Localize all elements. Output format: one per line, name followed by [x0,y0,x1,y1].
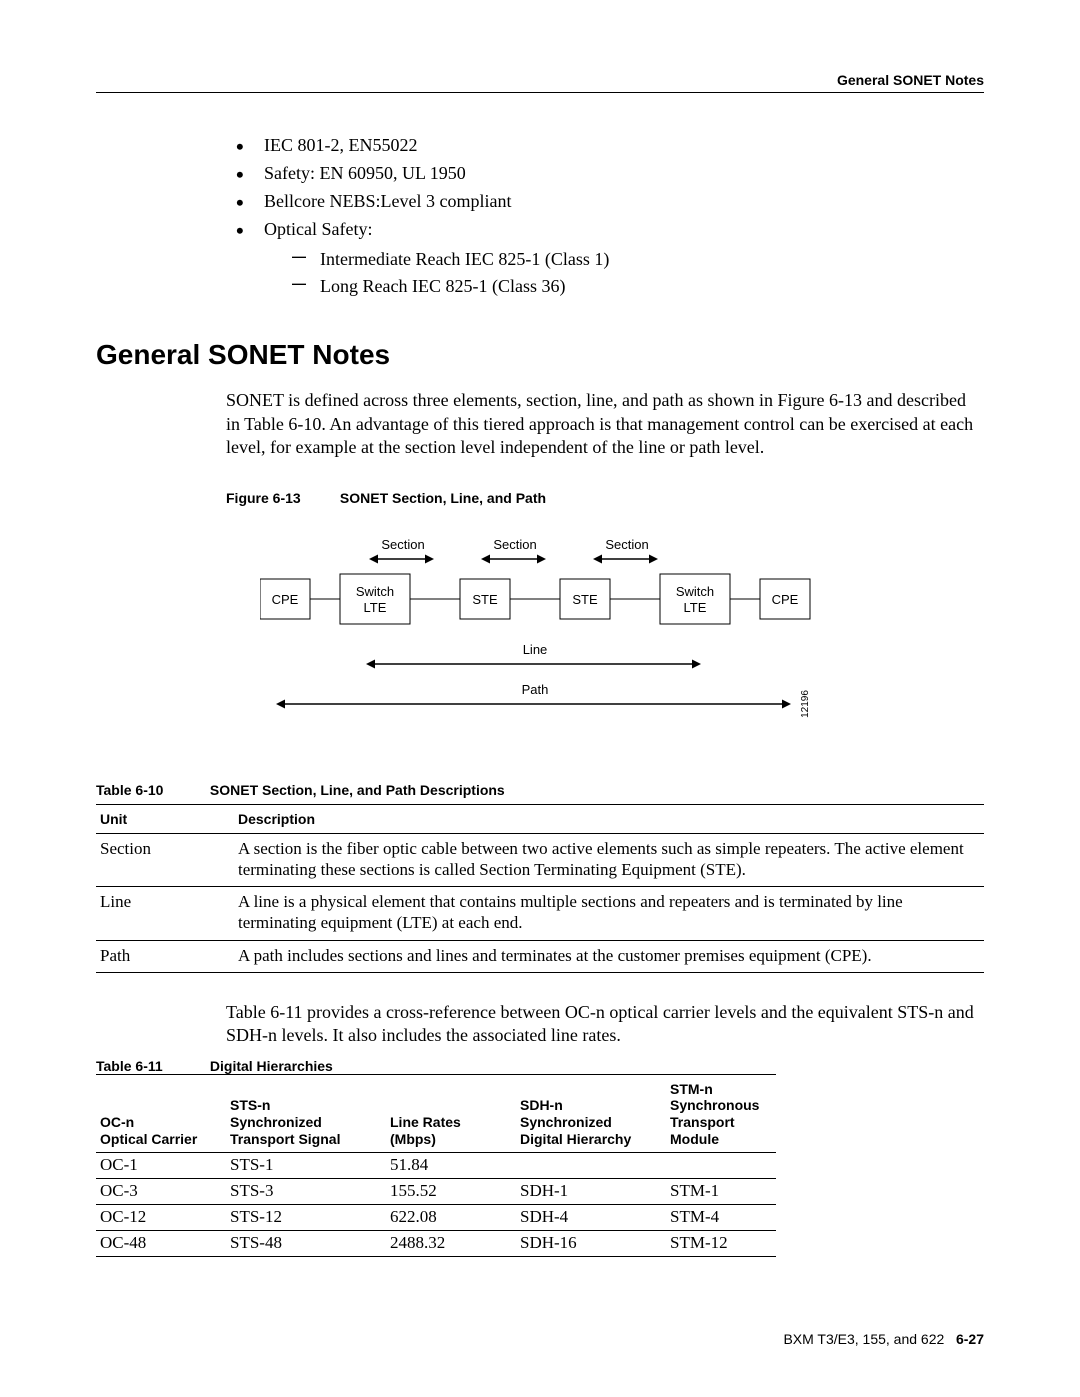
cell: STS-3 [226,1178,386,1204]
cell: SDH-16 [516,1230,666,1256]
cell-desc: A section is the fiber optic cable betwe… [234,833,984,887]
cell-unit: Line [96,887,234,941]
table-row: OC-12 STS-12 622.08 SDH-4 STM-4 [96,1204,776,1230]
table11-number: Table 6-11 [96,1058,206,1074]
cell: STS-48 [226,1230,386,1256]
footer-page: 6-27 [956,1331,984,1347]
running-header: General SONET Notes [837,72,984,88]
col-sdh: SDH-n Synchronized Digital Hierarchy [516,1074,666,1152]
table-hierarchies: OC-n Optical Carrier STS-n Synchronized … [96,1074,776,1257]
intro-paragraph: SONET is defined across three elements, … [226,389,984,459]
svg-text:Switch: Switch [676,584,714,599]
cell [666,1152,776,1178]
table-row: Path A path includes sections and lines … [96,940,984,972]
figure-number: Figure 6-13 [226,490,336,506]
col-rate: Line Rates (Mbps) [386,1074,516,1152]
sonet-diagram: Section Section Section CPE Switch LTE S… [260,524,820,734]
content: IEC 801-2, EN55022 Safety: EN 60950, UL … [96,132,984,1257]
cell: OC-12 [96,1204,226,1230]
table11-title: Digital Hierarchies [210,1058,333,1074]
svg-text:12196: 12196 [800,689,811,717]
svg-text:STE: STE [472,592,498,607]
page: General SONET Notes IEC 801-2, EN55022 S… [0,0,1080,1397]
cell-desc: A line is a physical element that contai… [234,887,984,941]
svg-text:Section: Section [381,537,424,552]
bullet-item: Bellcore NEBS:Level 3 compliant [236,188,984,216]
col-description: Description [234,804,984,833]
table11-caption: Table 6-11 Digital Hierarchies [96,1058,984,1074]
table10-number: Table 6-10 [96,782,206,798]
section-heading: General SONET Notes [96,339,984,371]
svg-text:Section: Section [493,537,536,552]
table-row: OC-48 STS-48 2488.32 SDH-16 STM-12 [96,1230,776,1256]
svg-text:CPE: CPE [272,592,299,607]
para-cross-reference: Table 6-11 provides a cross-reference be… [226,1001,984,1048]
cell [516,1152,666,1178]
cell: STM-12 [666,1230,776,1256]
svg-text:LTE: LTE [364,600,387,615]
dash-item: Intermediate Reach IEC 825-1 (Class 1) [292,246,984,274]
table-row: Line A line is a physical element that c… [96,887,984,941]
cell: 51.84 [386,1152,516,1178]
cell: 622.08 [386,1204,516,1230]
svg-text:Section: Section [605,537,648,552]
cell-unit: Path [96,940,234,972]
bullet-label: Optical Safety: [264,219,372,239]
cell-desc: A path includes sections and lines and t… [234,940,984,972]
cell: 155.52 [386,1178,516,1204]
table-row: OC-3 STS-3 155.52 SDH-1 STM-1 [96,1178,776,1204]
table10-title: SONET Section, Line, and Path Descriptio… [210,782,505,798]
svg-text:Path: Path [522,682,549,697]
bullet-item: Optical Safety: Intermediate Reach IEC 8… [236,216,984,302]
figure-caption: Figure 6-13 SONET Section, Line, and Pat… [226,490,984,506]
svg-text:CPE: CPE [772,592,799,607]
dash-list: Intermediate Reach IEC 825-1 (Class 1) L… [292,246,984,302]
cell: SDH-1 [516,1178,666,1204]
col-unit: Unit [96,804,234,833]
cell: STS-12 [226,1204,386,1230]
svg-text:STE: STE [572,592,598,607]
cell: OC-3 [96,1178,226,1204]
cell: OC-48 [96,1230,226,1256]
table-row: OC-1 STS-1 51.84 [96,1152,776,1178]
cell: 2488.32 [386,1230,516,1256]
table10-caption: Table 6-10 SONET Section, Line, and Path… [96,782,984,798]
svg-text:LTE: LTE [684,600,707,615]
col-oc: OC-n Optical Carrier [96,1074,226,1152]
cell: STS-1 [226,1152,386,1178]
footer-doc: BXM T3/E3, 155, and 622 [783,1331,944,1347]
svg-text:Line: Line [523,642,548,657]
col-stm: STM-n Synchronous Transport Module [666,1074,776,1152]
table-descriptions: Unit Description Section A section is th… [96,804,984,973]
figure-title: SONET Section, Line, and Path [340,490,546,506]
cell: SDH-4 [516,1204,666,1230]
bullet-item: Safety: EN 60950, UL 1950 [236,160,984,188]
table-row: Section A section is the fiber optic cab… [96,833,984,887]
cell: STM-4 [666,1204,776,1230]
bullet-item: IEC 801-2, EN55022 [236,132,984,160]
svg-text:Switch: Switch [356,584,394,599]
col-sts: STS-n Synchronized Transport Signal [226,1074,386,1152]
dash-item: Long Reach IEC 825-1 (Class 36) [292,273,984,301]
page-footer: BXM T3/E3, 155, and 622 6-27 [783,1331,984,1347]
cell: OC-1 [96,1152,226,1178]
cell: STM-1 [666,1178,776,1204]
top-rule [96,92,984,93]
bullet-list: IEC 801-2, EN55022 Safety: EN 60950, UL … [236,132,984,301]
cell-unit: Section [96,833,234,887]
